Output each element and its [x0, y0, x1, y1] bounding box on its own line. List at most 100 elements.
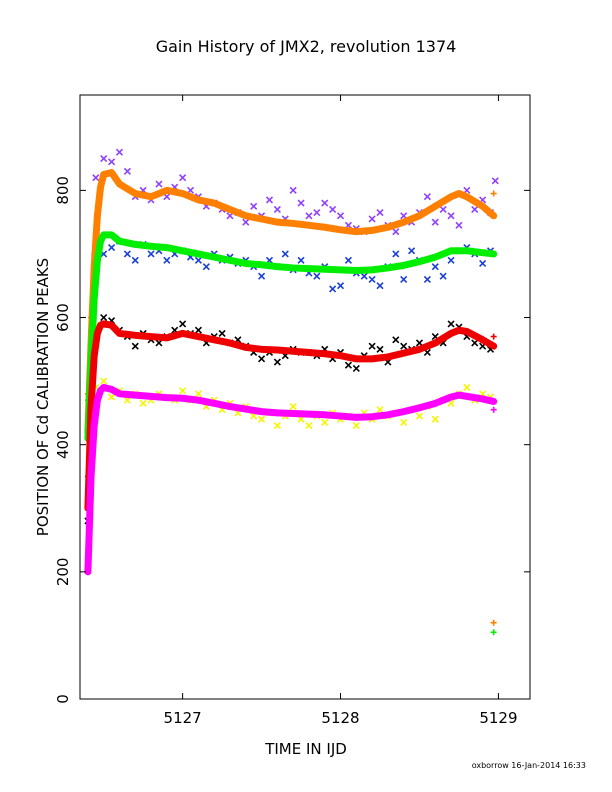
series-8-point-20 [250, 202, 258, 210]
y-tick-label-4: 800 [54, 176, 72, 205]
x-tick-label-1: 5128 [321, 709, 359, 727]
series-9-point-13 [202, 263, 210, 271]
series-layer [84, 148, 499, 636]
series-11-point-23 [273, 422, 281, 430]
series-9-point-31 [344, 256, 352, 264]
plot-frame [79, 94, 531, 700]
series-9-point-34 [368, 275, 376, 283]
series-8-point-44 [439, 205, 447, 214]
series-8-point-45 [447, 212, 455, 220]
series-9-point-27 [313, 272, 321, 280]
series-11-point-4 [123, 396, 131, 404]
series-9-point-25 [297, 256, 305, 264]
series-9-point-42 [431, 263, 439, 271]
series-9-point-1 [108, 244, 116, 252]
series-9-point-6 [147, 250, 155, 258]
series-8-point-1 [100, 155, 108, 163]
series-8-point-3 [115, 148, 124, 156]
series-8-point-27 [305, 212, 313, 220]
series-2 [84, 320, 498, 512]
series-10-point-2 [100, 313, 108, 322]
y-axis-label: POSITION OF Cd CALIBRATION PEAKS [34, 258, 52, 536]
series-9-point-44 [447, 256, 455, 264]
series-1-line [84, 231, 498, 442]
series-9-point-48 [479, 259, 487, 268]
series-9-point-37 [392, 250, 400, 258]
series-9-point-29 [329, 285, 337, 293]
series-3 [84, 383, 498, 576]
series-8-point-36 [376, 209, 384, 217]
series-11-point-41 [415, 412, 424, 420]
series-0 [84, 169, 498, 436]
series-11-point-6 [139, 399, 147, 407]
series-8-point-26 [297, 199, 305, 207]
series-11-point-11 [179, 387, 187, 395]
series-10-point-12 [179, 320, 187, 328]
series-8-point-42 [423, 193, 431, 201]
series-11-point-21 [258, 415, 266, 423]
x-axis-label: TIME IN IJD [264, 740, 347, 758]
series-9-point-23 [281, 250, 289, 258]
series-8-point-31 [336, 212, 345, 220]
series-10-point-46 [447, 320, 455, 328]
series-8-point-43 [431, 218, 439, 226]
x-tick-label-0: 5127 [164, 709, 202, 727]
y-tick-label-3: 600 [54, 303, 72, 332]
series-8-point-2 [108, 158, 116, 166]
series-8-point-30 [329, 205, 337, 214]
series-11-point-27 [305, 422, 313, 430]
series-9-point-3 [123, 250, 131, 258]
series-11-point-13 [194, 390, 202, 398]
series-8-point-19 [242, 218, 250, 226]
series-11-point-36 [376, 406, 384, 414]
series-10-point-39 [392, 336, 400, 344]
series-10-point-36 [368, 342, 376, 350]
series-8-point-11 [179, 174, 187, 182]
series-9-point-39 [408, 247, 416, 255]
series-10-point-40 [400, 342, 408, 350]
series-7 [84, 397, 497, 575]
series-8-point-22 [265, 196, 274, 204]
series-9-point-38 [400, 275, 408, 283]
series-11-point-33 [352, 422, 360, 430]
series-8-point-4 [123, 167, 131, 175]
series-10-point-14 [194, 326, 202, 334]
series-8-point-46 [455, 221, 463, 229]
series-8-point-48 [471, 205, 479, 214]
series-8-point-51 [491, 177, 499, 185]
series-5 [84, 250, 497, 636]
series-10-point-17 [218, 329, 226, 337]
series-8-point-23 [273, 205, 281, 214]
y-tick-label-1: 200 [54, 558, 72, 587]
series-9-point-4 [131, 256, 139, 264]
series-5-point-5 [490, 629, 497, 636]
series-11-point-47 [463, 383, 471, 392]
series-11-point-25 [289, 402, 297, 411]
series-9-point-43 [439, 272, 447, 280]
series-11-point-29 [321, 418, 329, 426]
y-tick-label-0: 0 [54, 694, 72, 704]
series-9-point-8 [163, 256, 171, 264]
series-4-point-6 [490, 619, 497, 626]
ticks-layer: 5127 5128 5129 0 200 400 600 800 [54, 95, 530, 727]
series-6-point-4 [490, 333, 497, 340]
series-2-line [84, 320, 498, 512]
series-11-point-43 [431, 415, 439, 423]
series-8-point-0 [92, 174, 100, 182]
series-8-point-25 [289, 186, 297, 194]
series-10-point-33 [344, 361, 352, 369]
series-11-point-2 [108, 393, 116, 401]
y-tick-label-2: 400 [54, 430, 72, 459]
series-9-point-35 [376, 282, 384, 290]
series-11-point-1 [100, 377, 108, 385]
x-tick-label-2: 5129 [479, 709, 517, 727]
series-8-point-8 [155, 180, 163, 188]
series-10-point-22 [258, 355, 266, 363]
series-3-line [84, 383, 498, 576]
series-9-point-41 [423, 275, 431, 283]
series-9-point-12 [194, 256, 202, 264]
footer-credit: oxborrow 16-Jan-2014 16:33 [472, 761, 586, 770]
series-10-point-24 [273, 358, 281, 366]
series-7-point-7 [490, 406, 497, 413]
